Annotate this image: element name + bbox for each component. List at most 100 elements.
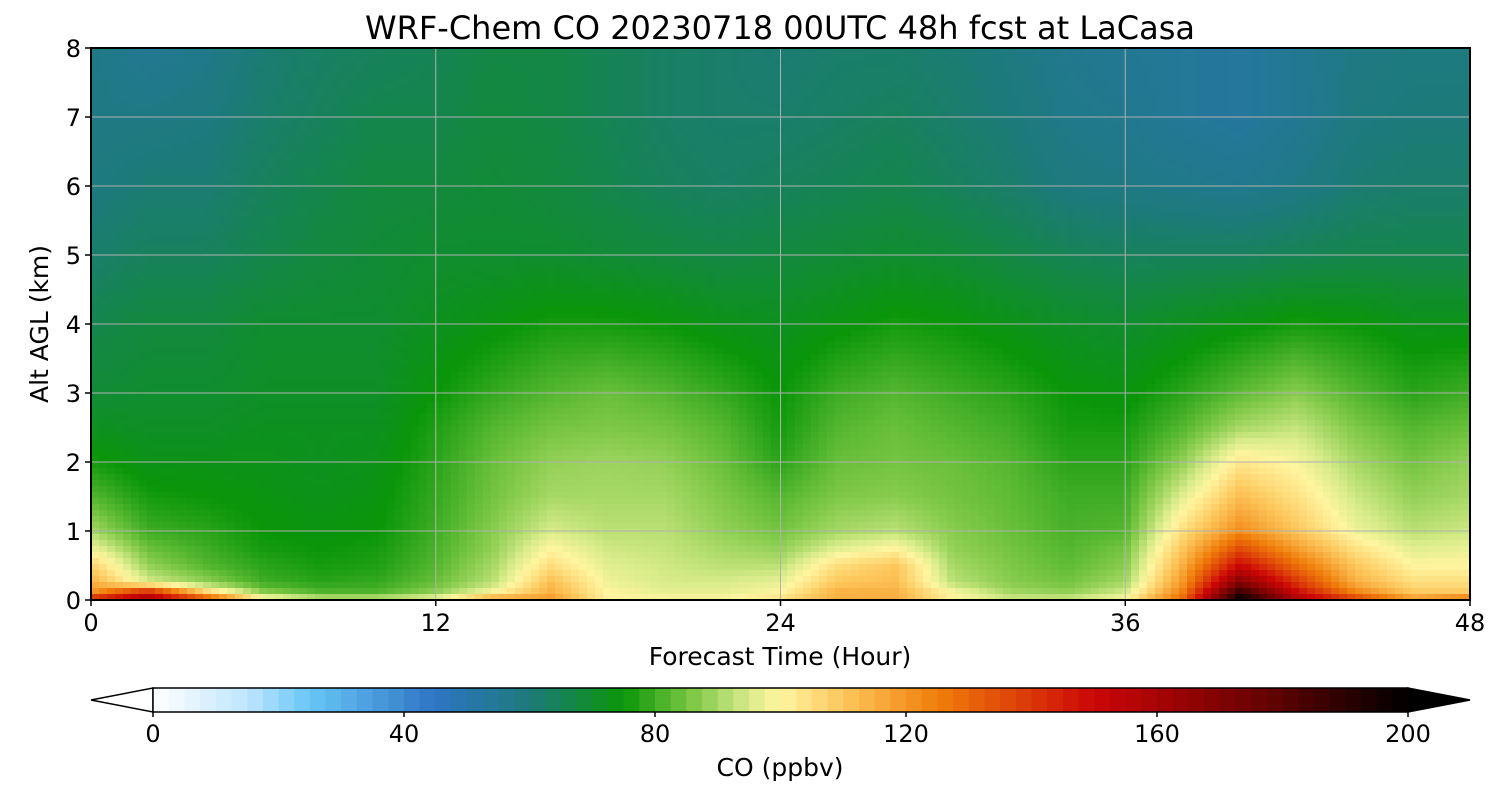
colorbar-segment xyxy=(545,688,561,712)
colorbar-segment xyxy=(326,688,342,712)
colorbar-label: CO (ppbv) xyxy=(717,753,844,782)
colorbar-segment xyxy=(906,688,922,712)
colorbar-segment xyxy=(1220,688,1236,712)
colorbar-segment xyxy=(404,688,420,712)
colorbar-high-extend xyxy=(1408,688,1470,712)
colorbar-segment xyxy=(922,688,938,712)
colorbar-segment xyxy=(1063,688,1079,712)
colorbar-segment xyxy=(420,688,436,712)
colorbar-segment xyxy=(781,688,797,712)
y-tick-label: 0 xyxy=(66,587,81,615)
colorbar-tick-label: 80 xyxy=(640,720,671,748)
colorbar-segment xyxy=(592,688,608,712)
colorbar-segment xyxy=(1094,688,1110,712)
colorbar-segment xyxy=(1141,688,1157,712)
colorbar-segment xyxy=(184,688,200,712)
colorbar-segment xyxy=(1016,688,1032,712)
colorbar-segment xyxy=(875,688,891,712)
x-tick-label: 48 xyxy=(1455,609,1486,637)
colorbar-segment xyxy=(451,688,467,712)
colorbar-segment xyxy=(1377,688,1393,712)
y-tick-label: 1 xyxy=(66,518,81,546)
colorbar-segment xyxy=(482,688,498,712)
colorbar-segment xyxy=(812,688,828,712)
colorbar-segment xyxy=(984,688,1000,712)
colorbar-segment xyxy=(231,688,247,712)
colorbar-segment xyxy=(373,688,389,712)
colorbar-segment xyxy=(1235,688,1251,712)
y-tick-label: 2 xyxy=(66,449,81,477)
colorbar-segment xyxy=(1126,688,1142,712)
colorbar-segment xyxy=(1110,688,1126,712)
y-axis-title: Alt AGL (km) xyxy=(25,245,54,403)
colorbar-segment xyxy=(624,688,640,712)
chart-title: WRF-Chem CO 20230718 00UTC 48h fcst at L… xyxy=(365,9,1195,47)
x-axis-title: Forecast Time (Hour) xyxy=(649,642,912,671)
colorbar-segment xyxy=(467,688,483,712)
colorbar-segment xyxy=(796,688,812,712)
colorbar-segment xyxy=(294,688,310,712)
colorbar-segment xyxy=(341,688,357,712)
colorbar-segment xyxy=(216,688,232,712)
colorbar-segment xyxy=(169,688,185,712)
colorbar-segment xyxy=(388,688,404,712)
colorbar-segment xyxy=(859,688,875,712)
colorbar-segment xyxy=(1267,688,1283,712)
x-tick-label: 36 xyxy=(1110,609,1141,637)
colorbar-segment xyxy=(561,688,577,712)
colorbar-tick-label: 120 xyxy=(883,720,929,748)
colorbar-segment xyxy=(749,688,765,712)
colorbar-segment xyxy=(1330,688,1346,712)
y-tick-label: 3 xyxy=(66,380,81,408)
colorbar-segment xyxy=(153,688,169,712)
colorbar-segment xyxy=(718,688,734,712)
colorbar-segment xyxy=(1079,688,1095,712)
colorbar-segment xyxy=(655,688,671,712)
x-tick-label: 24 xyxy=(765,609,796,637)
colorbar-segment xyxy=(1157,688,1173,712)
colorbar-segment xyxy=(937,688,953,712)
colorbar-segment xyxy=(357,688,373,712)
colorbar-tick-label: 40 xyxy=(389,720,420,748)
colorbar-segment xyxy=(1361,688,1377,712)
colorbar-segment xyxy=(263,688,279,712)
colorbar-segment xyxy=(247,688,263,712)
y-tick-label: 5 xyxy=(66,242,81,270)
co-time-height-chart: WRF-Chem CO 20230718 00UTC 48h fcst at L… xyxy=(0,0,1500,800)
y-tick-label: 7 xyxy=(66,104,81,132)
colorbar-segment xyxy=(843,688,859,712)
colorbar-segment xyxy=(639,688,655,712)
colorbar-segment xyxy=(514,688,530,712)
colorbar-segment xyxy=(733,688,749,712)
colorbar-segment xyxy=(498,688,514,712)
x-tick-label: 12 xyxy=(420,609,451,637)
colorbar-segment xyxy=(1173,688,1189,712)
colorbar-segment xyxy=(1047,688,1063,712)
x-axis: 0 12 24 36 48 xyxy=(83,600,1485,637)
colorbar-tick-label: 160 xyxy=(1134,720,1180,748)
y-tick-label: 8 xyxy=(66,35,81,63)
colorbar-ticks: 0 40 80 120 160 200 xyxy=(145,712,1431,748)
colorbar-segment xyxy=(530,688,546,712)
colorbar-segment xyxy=(1314,688,1330,712)
colorbar-segment xyxy=(310,688,326,712)
colorbar-segment xyxy=(1345,688,1361,712)
colorbar-segment xyxy=(890,688,906,712)
colorbar-segment xyxy=(1298,688,1314,712)
colorbar-segment xyxy=(765,688,781,712)
colorbar xyxy=(91,688,1470,712)
colorbar-tick-label: 0 xyxy=(145,720,160,748)
colorbar-segment xyxy=(828,688,844,712)
y-tick-label: 4 xyxy=(66,311,81,339)
x-tick-label: 0 xyxy=(83,609,98,637)
colorbar-segment xyxy=(608,688,624,712)
colorbar-segment xyxy=(953,688,969,712)
colorbar-segment xyxy=(1000,688,1016,712)
colorbar-segment xyxy=(1204,688,1220,712)
colorbar-segment xyxy=(435,688,451,712)
colorbar-segment xyxy=(671,688,687,712)
colorbar-segment xyxy=(1251,688,1267,712)
colorbar-segment xyxy=(1032,688,1048,712)
colorbar-segment xyxy=(200,688,216,712)
